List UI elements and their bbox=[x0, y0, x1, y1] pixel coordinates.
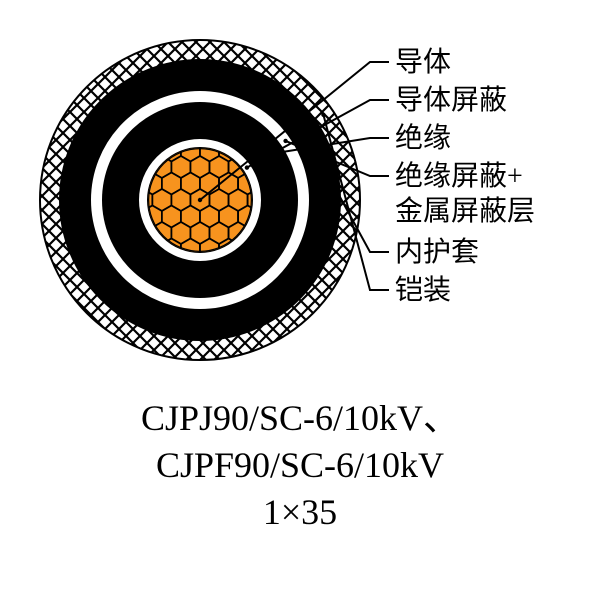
label-text: 导体屏蔽 bbox=[395, 85, 507, 116]
caption: CJPJ90/SC-6/10kV、 CJPF90/SC-6/10kV 1×35 bbox=[0, 395, 600, 535]
caption-line-2: CJPF90/SC-6/10kV bbox=[0, 442, 600, 489]
caption-line-3: 1×35 bbox=[0, 489, 600, 536]
label-insulation: 绝缘 bbox=[395, 121, 451, 156]
caption-line-1: CJPJ90/SC-6/10kV、 bbox=[0, 395, 600, 442]
label-cond-shield: 导体屏蔽 bbox=[395, 83, 507, 118]
label-text: 绝缘 bbox=[395, 123, 451, 154]
label-ins-shield: 绝缘屏蔽+ 金属屏蔽层 bbox=[395, 159, 535, 229]
label-text: 绝缘屏蔽+ bbox=[395, 161, 523, 192]
label-inner-sheath: 内护套 bbox=[395, 235, 479, 270]
label-text: 金属屏蔽层 bbox=[395, 196, 535, 227]
label-text: 内护套 bbox=[395, 237, 479, 268]
label-text: 铠装 bbox=[395, 275, 451, 306]
label-armor: 铠装 bbox=[395, 273, 451, 308]
label-conductor: 导体 bbox=[395, 45, 451, 80]
label-text: 导体 bbox=[395, 47, 451, 78]
